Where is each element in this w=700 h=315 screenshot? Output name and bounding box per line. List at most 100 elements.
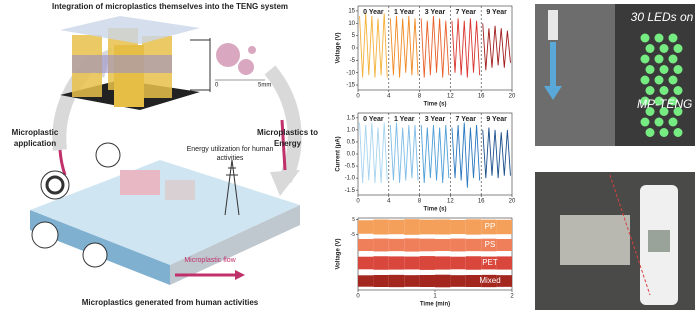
signal-band [496,219,512,235]
signal-band [481,256,497,270]
right-label: Microplastics to Energy [257,128,318,148]
led [654,117,664,127]
oscilloscope [560,215,630,265]
signal-band [404,238,420,252]
signal-line [482,23,511,71]
x-tick-label: 20 [509,199,516,205]
signal-band [450,238,466,252]
signal-line [451,122,481,188]
accent-arc [58,149,67,176]
x-axis-label: Time (min) [420,302,450,308]
led [668,33,678,43]
signal-line [420,15,450,78]
segment-label: 1 Year [394,116,415,123]
led [673,65,683,74]
led [640,33,650,43]
led [645,65,655,74]
signal-band [450,256,466,270]
signal-band [435,256,451,270]
particle [248,46,256,54]
led [654,75,664,85]
buildings [165,180,195,200]
photo-led-wall [535,4,615,146]
signal-band [465,256,482,270]
x-tick-label: 12 [447,94,454,100]
signal-band [358,220,374,234]
y-axis-label: Voltage (V) [336,239,342,270]
bottom-title: Microplastics generated from human activ… [81,298,259,307]
led [654,54,664,64]
led [668,54,678,64]
led [659,107,669,116]
led [659,65,669,74]
arrowhead [270,170,300,196]
signal-band [435,219,451,235]
signal-band [388,238,405,252]
signal-band [404,219,420,235]
band-label: PET [482,258,498,267]
led [673,86,683,95]
signal-band [358,275,374,287]
y-tick-label: 5 [352,217,355,223]
signal-band [373,256,389,270]
y-tick-label: 10 [348,21,355,27]
icon-clothes [31,221,59,249]
led [659,86,669,95]
flow-arrow-head [235,270,245,280]
y-tick-label: -5 [351,232,356,238]
band-label: PS [485,240,496,249]
signal-line [359,122,388,183]
led-array [640,33,683,137]
y-tick-label: -1.0 [345,176,356,182]
icon-tire [40,170,70,200]
landscape-side [170,205,300,285]
y-tick-label: -1.5 [345,188,356,194]
left-label: Microplastic application [11,128,59,148]
signal-line [389,15,419,78]
signal-band [373,238,389,252]
segment-label: 9 Year [486,9,507,16]
led-label: 30 LEDs on [631,10,694,24]
teng-cylinders [72,28,172,107]
led [645,107,655,116]
signal-band [404,256,420,270]
segment-label: 7 Year [456,9,477,16]
signal-band [435,274,451,288]
icon-cup [82,242,108,268]
led [640,54,650,64]
x-tick-label: 8 [418,94,422,100]
x-axis-label: Time (s) [424,102,447,108]
signal-line [482,127,511,179]
led [659,128,669,137]
y-tick-label: 5 [352,33,356,39]
signal-band [419,256,435,270]
x-tick-label: 0 [356,294,360,300]
signal-band [496,256,512,270]
particle [238,59,254,75]
y-tick-label: 0.5 [347,140,356,146]
signal-band [388,219,405,235]
accent-arc [280,119,287,171]
signal-band [465,238,482,252]
led [640,117,650,127]
led [673,44,683,53]
icon-bottles [95,142,121,168]
segment-label: 0 Year [363,9,384,16]
y-tick-label: -0.5 [345,164,356,170]
signal-band [450,275,466,287]
device-label: MP-TENG [637,97,692,111]
energy-label: Energy utilization for human activities [186,146,274,163]
segment-label: 3 Year [425,9,446,16]
signal-line [359,13,388,78]
landscape-top [30,160,300,265]
led [668,96,678,106]
signal-band [419,219,435,235]
led [654,96,664,106]
signal-band [465,219,482,235]
segment-label: 0 Year [363,116,384,123]
scale-start: 0 [215,83,219,89]
x-tick-label: 0 [356,94,360,100]
led [640,96,650,106]
